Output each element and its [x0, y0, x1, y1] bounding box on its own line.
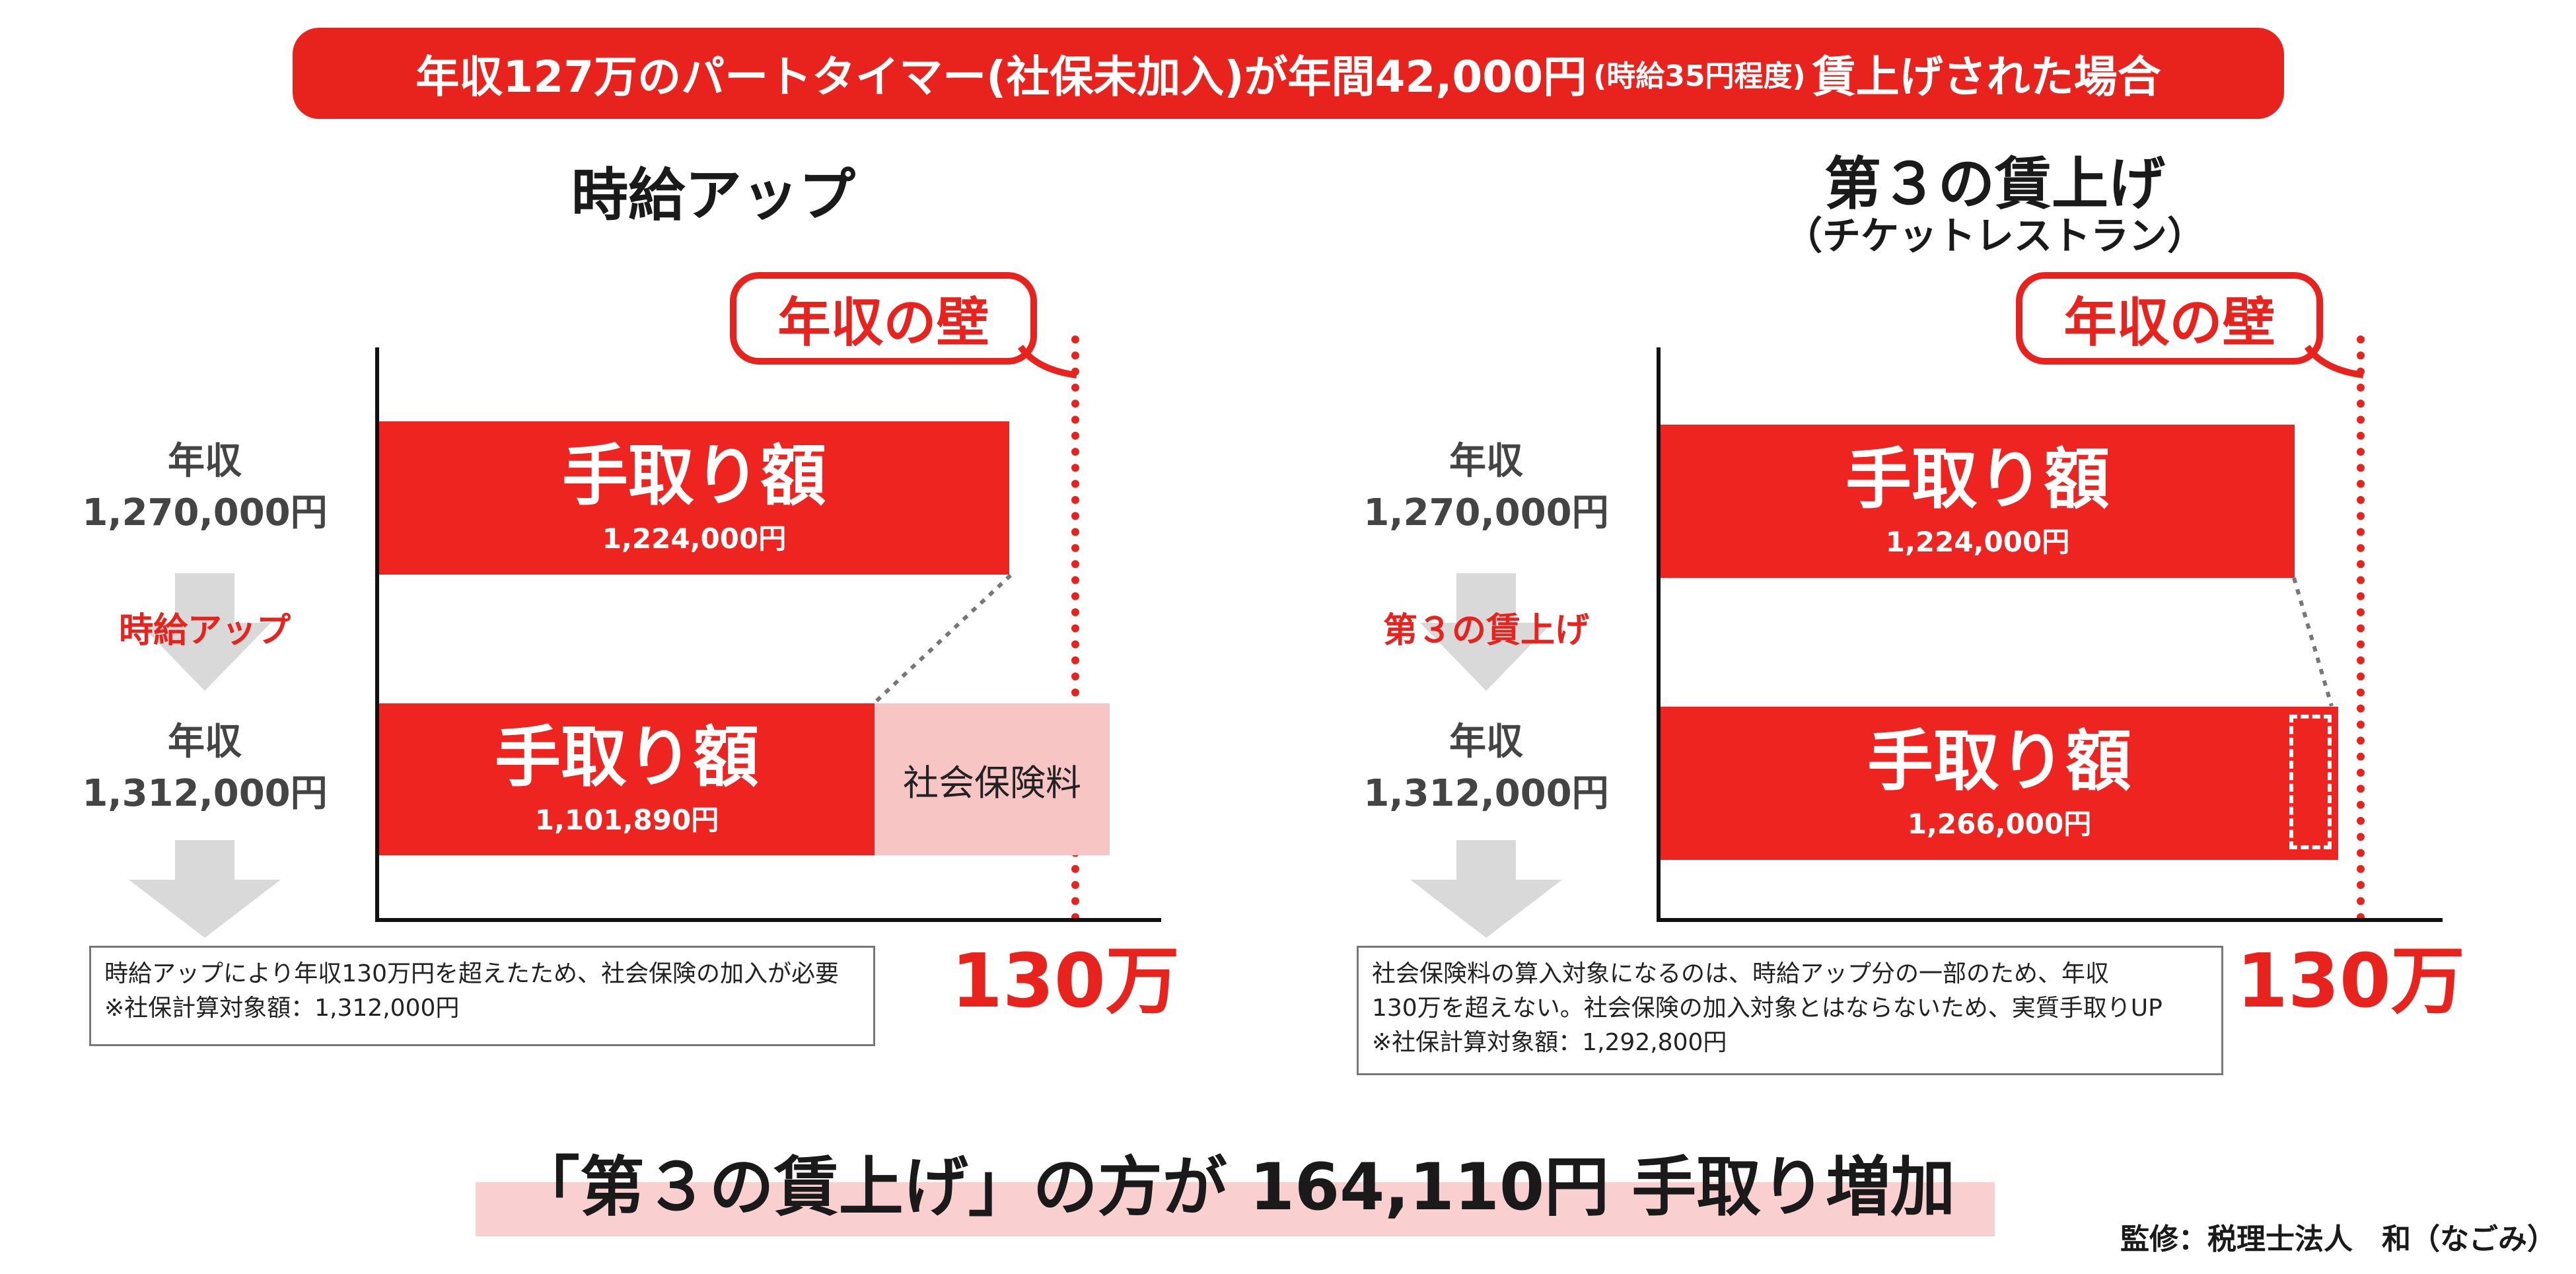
left-note: 時給アップにより年収130万円を超えたため、社会保険の加入が必要 ※社保計算対象…: [89, 946, 875, 1046]
right-bar-top-title: 手取り額: [1845, 440, 2110, 518]
right-after-income-label: 年収: [1449, 721, 1523, 763]
conclusion-text: 「第３の賃上げ」の方が 164,110円 手取り増加: [515, 1150, 1956, 1225]
right-arrow-label: 第３の賃上げ: [1382, 611, 1589, 651]
right-note-line1: 社会保険料の算入対象になるのは、時給アップ分の一部のため、年収: [1372, 960, 2110, 987]
left-arrow-label: 時給アップ: [118, 611, 291, 651]
credit-text: 監修：税理士法人 和（なごみ）: [2120, 1222, 2556, 1256]
left-down-arrow-1: [139, 573, 271, 691]
right-down-arrow-1: [1420, 573, 1552, 691]
left-after-income-value: 1,312,000円: [82, 772, 328, 816]
right-after-income-value: 1,312,000円: [1363, 772, 1609, 816]
right-wall-label: 年収の壁: [2016, 272, 2323, 365]
right-before-income-value: 1,270,000円: [1363, 491, 1609, 535]
right-before-income: 年収 1,270,000円: [1341, 436, 1631, 540]
right-x-axis: [1657, 918, 2443, 922]
right-connector: [2292, 577, 2334, 707]
right-raise-portion: [2289, 715, 2332, 849]
left-wall-callout-tail: [1017, 344, 1077, 378]
right-bar-top: 手取り額 1,224,000円: [1661, 425, 2295, 578]
right-wall-callout-tail: [2304, 344, 2364, 378]
left-title: 時給アップ: [571, 162, 855, 229]
right-y-axis: [1657, 347, 1661, 922]
left-after-income: 年収 1,312,000円: [59, 717, 350, 820]
right-note-line2: 130万を超えない。社会保険の加入対象とはならないため、実質手取りUP: [1372, 995, 2163, 1022]
left-note-line2: ※社保計算対象額：1,312,000円: [104, 995, 460, 1022]
left-after-income-label: 年収: [168, 721, 242, 763]
left-insurance-segment: 社会保険料: [875, 703, 1110, 855]
left-threshold-label: 130万: [951, 938, 1180, 1024]
right-note: 社会保険料の算入対象になるのは、時給アップ分の一部のため、年収 130万を超えな…: [1357, 946, 2223, 1075]
left-bar-bottom: 手取り額 1,101,890円: [379, 703, 875, 855]
left-wall-label: 年収の壁: [730, 272, 1037, 365]
left-bar-top-title: 手取り額: [562, 437, 826, 514]
left-connector: [872, 573, 1013, 705]
right-after-income: 年収 1,312,000円: [1341, 717, 1631, 820]
right-title: 第３の賃上げ: [1824, 151, 2165, 217]
right-before-income-label: 年収: [1449, 440, 1523, 483]
left-bar-top: 手取り額 1,224,000円: [379, 421, 1009, 575]
right-bar-top-value: 1,224,000円: [1885, 525, 2070, 558]
left-down-arrow-2: [129, 840, 281, 938]
right-bar-bottom: 手取り額 1,266,000円: [1661, 707, 2338, 860]
left-before-income-value: 1,270,000円: [82, 491, 328, 535]
right-threshold-label: 130万: [2236, 938, 2465, 1024]
banner-small-text: (時給35円程度): [1593, 59, 1806, 93]
right-bar-bottom-value: 1,266,000円: [1907, 807, 2092, 840]
left-y-axis: [375, 347, 379, 922]
left-x-axis: [375, 918, 1161, 922]
left-bar-bottom-title: 手取り額: [495, 718, 759, 796]
conclusion-highlight: [476, 1182, 1995, 1236]
right-threshold-line: [2357, 336, 2365, 921]
right-subtitle: （チケットレストラン）: [1783, 213, 2205, 258]
right-down-arrow-2: [1410, 840, 1562, 938]
left-note-line1: 時給アップにより年収130万円を超えたため、社会保険の加入が必要: [104, 960, 839, 987]
left-before-income-label: 年収: [168, 440, 242, 483]
right-bar-bottom-title: 手取り額: [1867, 722, 2131, 800]
left-bar-bottom-value: 1,101,890円: [534, 803, 719, 836]
left-before-income: 年収 1,270,000円: [59, 436, 350, 540]
banner-main-text: 年収127万のパートタイマー(社保未加入)が年間42,000円: [415, 52, 1587, 102]
left-bar-top-value: 1,224,000円: [602, 522, 787, 555]
banner-tail-text: 賃上げされた場合: [1812, 52, 2161, 102]
right-note-line3: ※社保計算対象額：1,292,800円: [1372, 1029, 1727, 1057]
top-banner: 年収127万のパートタイマー(社保未加入)が年間42,000円 (時給35円程度…: [293, 28, 2284, 119]
